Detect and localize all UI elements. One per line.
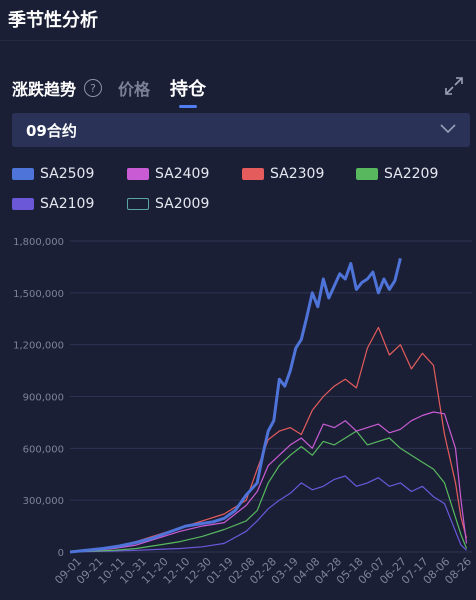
y-tick-label: 300,000 [23,496,64,507]
y-tick-label: 600,000 [23,444,64,455]
legend-label: SA2009 [155,196,210,212]
y-tick-label: 1,200,000 [13,341,64,352]
chart-tabs: 涨跌趋势 ? 价格 持仓 [12,74,226,108]
question-circle-icon[interactable]: ? [84,79,103,97]
legend-swatch [12,198,34,210]
legend-swatch [127,168,149,180]
y-tick-label: 1,500,000 [13,289,64,300]
y-tick-label: 1,800,000 [13,237,64,248]
legend-item-sa2009[interactable]: SA2009 [127,196,209,212]
tab-open-interest[interactable]: 持仓 [170,75,206,108]
legend-swatch [356,168,378,180]
contract-select[interactable]: 09合约 [12,113,470,147]
legend-swatch [12,168,34,180]
legend-item-sa2509[interactable]: SA2509 [12,166,94,182]
legend-label: SA2409 [155,166,210,182]
legend-item-sa2209[interactable]: SA2209 [356,166,438,182]
legend-item-sa2309[interactable]: SA2309 [242,166,324,182]
series-line-sa2209 [69,430,468,553]
series-line-sa2109 [69,475,467,553]
y-tick-label: 0 [58,548,64,559]
series-line-sa2409 [69,411,468,553]
header-divider [0,40,476,41]
legend-swatch [242,168,264,180]
open-interest-chart: 0 300,000 600,000 900,000 1,200,000 1,500,000… [13,237,474,587]
series-line-sa2509 [69,257,402,554]
expand-arrows-icon[interactable] [444,76,464,96]
y-tick-label: 900,000 [23,393,64,404]
page-title: 季节性分析 [8,10,98,31]
series-line-sa2309 [69,326,468,553]
trend-label: 涨跌趋势 [12,80,77,99]
legend-item-sa2109[interactable]: SA2109 [12,196,94,212]
tab-price[interactable]: 价格 [118,80,151,99]
legend-label: SA2109 [40,196,95,212]
legend-item-sa2409[interactable]: SA2409 [127,166,209,182]
legend-swatch [127,198,149,210]
legend-label: SA2209 [384,166,439,182]
chevron-down-icon [440,124,456,134]
legend-label: SA2309 [270,166,325,182]
legend-label: SA2509 [40,166,95,182]
contract-select-value: 09合约 [26,121,77,140]
